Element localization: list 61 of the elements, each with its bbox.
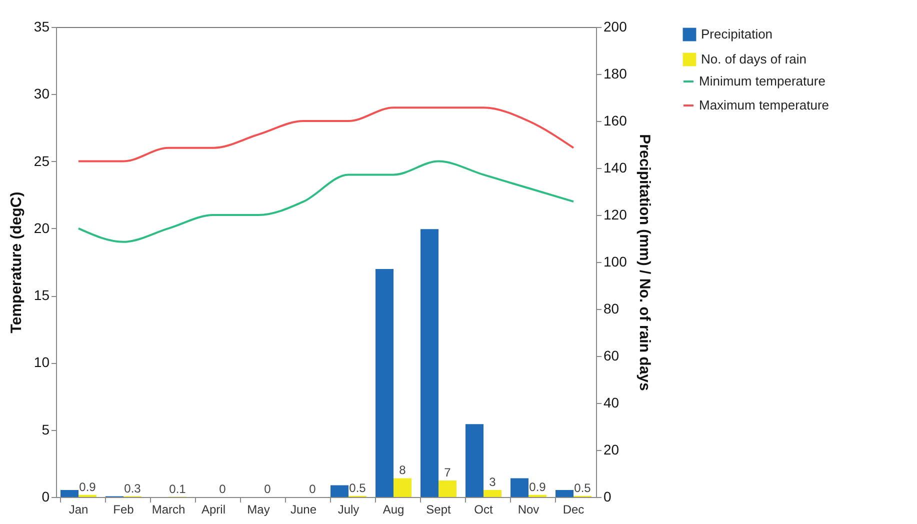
line-series bbox=[78, 106, 574, 162]
x-tick-label: June bbox=[290, 502, 317, 516]
y-tick-label: 0 bbox=[42, 488, 50, 504]
y2-tick-label: 40 bbox=[604, 394, 620, 410]
legend-label: Precipitation bbox=[701, 26, 773, 42]
legend-label: Maximum temperature bbox=[699, 98, 830, 112]
y2-tick-label: 140 bbox=[604, 160, 628, 176]
line-series bbox=[78, 160, 574, 243]
y2-tick-label: 100 bbox=[604, 254, 628, 270]
y2-tick-label: 80 bbox=[604, 300, 620, 316]
y-tick-label: 35 bbox=[34, 18, 50, 34]
y2-tick-label: 160 bbox=[604, 112, 628, 128]
bar bbox=[376, 269, 394, 497]
x-tick-label: May bbox=[247, 502, 270, 516]
data-label: 8 bbox=[399, 463, 406, 478]
bar bbox=[510, 478, 528, 497]
x-tick-label: Dec bbox=[562, 502, 584, 516]
x-tick-label: July bbox=[338, 502, 360, 516]
data-label: 0 bbox=[264, 482, 272, 496]
bar bbox=[60, 490, 78, 497]
y-tick-label: 10 bbox=[34, 354, 50, 370]
y-axis-title: Temperature (degC) bbox=[8, 192, 25, 334]
y2-tick-label: 120 bbox=[604, 206, 628, 222]
y2-tick-label: 0 bbox=[604, 488, 612, 504]
y2-axis-title: Precipitation (mm) / No. of rain days bbox=[636, 134, 653, 391]
x-tick-label: Nov bbox=[518, 502, 540, 516]
legend-label: Minimum temperature bbox=[699, 74, 826, 88]
data-label: 7 bbox=[444, 466, 452, 480]
x-tick-label: April bbox=[201, 502, 226, 516]
bar bbox=[330, 485, 348, 497]
bar bbox=[420, 229, 438, 497]
bar bbox=[484, 490, 502, 497]
bar bbox=[466, 424, 484, 497]
data-label: 0.9 bbox=[529, 480, 546, 494]
y2-tick-label: 20 bbox=[604, 442, 620, 458]
y2-tick-label: 200 bbox=[604, 18, 628, 34]
data-label: 3 bbox=[489, 474, 496, 489]
y-tick-label: 5 bbox=[42, 421, 50, 438]
x-tick-label: Sept bbox=[426, 502, 452, 516]
y2-tick-label: 180 bbox=[604, 66, 628, 82]
data-label: 0.5 bbox=[574, 480, 592, 495]
bar bbox=[394, 478, 412, 497]
y-tick-label: 20 bbox=[34, 220, 50, 236]
x-tick-label: Aug bbox=[382, 502, 404, 516]
data-label: 0.5 bbox=[349, 480, 366, 495]
data-label: 0 bbox=[309, 482, 316, 496]
data-label: 0.9 bbox=[79, 480, 96, 494]
y-tick-label: 25 bbox=[34, 152, 50, 169]
bar bbox=[438, 480, 456, 497]
bar bbox=[556, 490, 574, 497]
x-tick-label: Jan bbox=[68, 502, 88, 516]
x-tick-label: Feb bbox=[113, 502, 134, 516]
y-tick-label: 30 bbox=[34, 86, 50, 102]
legend-label: No. of days of rain bbox=[701, 52, 806, 66]
x-tick-label: Oct bbox=[474, 502, 494, 516]
y-tick-label: 15 bbox=[34, 287, 50, 304]
data-label: 0 bbox=[219, 482, 226, 496]
x-tick-label: March bbox=[152, 502, 186, 516]
data-label: 0.1 bbox=[169, 482, 186, 496]
y2-tick-label: 60 bbox=[604, 348, 620, 364]
data-label: 0.3 bbox=[124, 481, 142, 496]
